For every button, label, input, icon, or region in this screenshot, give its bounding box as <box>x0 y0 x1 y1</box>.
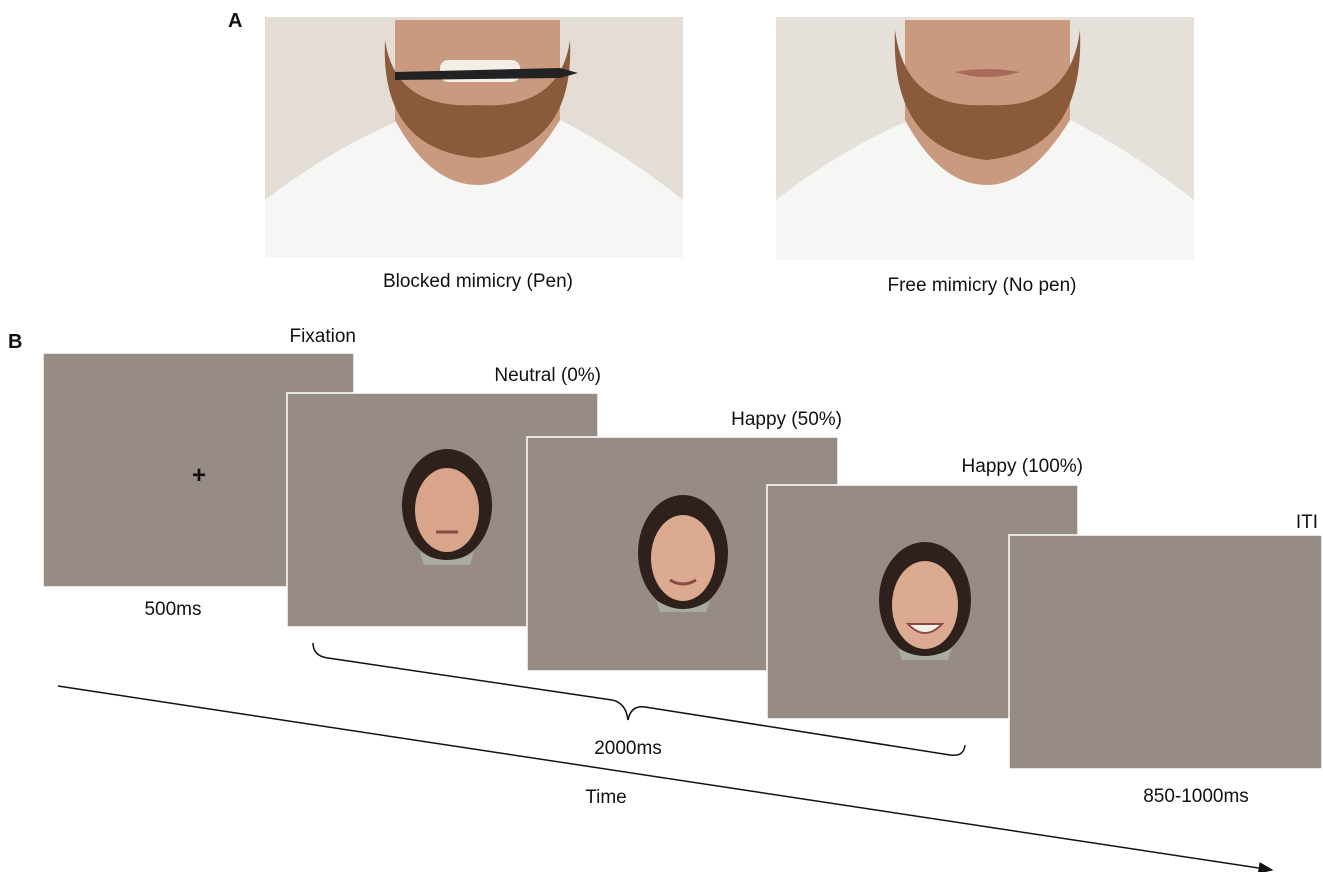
panel-label: B <box>8 331 22 353</box>
axis-label: Time <box>585 787 627 808</box>
caption: Free mimicry (No pen) <box>888 275 1077 296</box>
face <box>402 449 492 565</box>
screen-label: Neutral (0%) <box>494 365 601 386</box>
screen-label: Fixation <box>289 326 356 347</box>
screen-label: Happy (50%) <box>731 409 842 430</box>
duration: 500ms <box>144 599 201 620</box>
brace <box>312 642 966 757</box>
duration: 2000ms <box>594 738 662 759</box>
face <box>879 542 971 660</box>
screen <box>1008 534 1323 770</box>
panel-label: A <box>228 10 242 32</box>
face <box>638 495 728 612</box>
time-arrow <box>57 685 1274 874</box>
photo-pen <box>265 17 683 258</box>
screen-label: ITI <box>1296 512 1318 533</box>
fixation-cross: + <box>192 462 206 489</box>
duration: 850-1000ms <box>1143 786 1249 807</box>
screen-label: Happy (100%) <box>962 456 1083 477</box>
photo-no-pen <box>776 17 1194 260</box>
caption: Blocked mimicry (Pen) <box>383 271 573 292</box>
